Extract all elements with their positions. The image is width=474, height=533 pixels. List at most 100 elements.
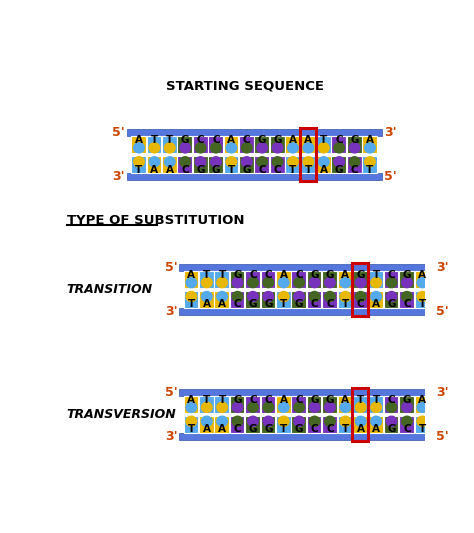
Text: A: A xyxy=(187,270,195,280)
Ellipse shape xyxy=(179,156,191,167)
Text: A: A xyxy=(280,270,288,280)
Bar xyxy=(245,291,260,308)
Bar xyxy=(368,416,383,433)
Bar xyxy=(270,156,284,173)
Text: G: G xyxy=(233,270,242,280)
Bar xyxy=(214,271,229,288)
Text: T: T xyxy=(166,135,173,145)
Ellipse shape xyxy=(278,416,290,427)
Ellipse shape xyxy=(225,142,237,154)
Bar xyxy=(331,156,346,173)
Bar xyxy=(179,308,435,315)
Text: G: G xyxy=(350,135,359,145)
Text: G: G xyxy=(249,300,257,309)
Text: A: A xyxy=(304,135,312,145)
Bar xyxy=(270,136,284,154)
Ellipse shape xyxy=(201,291,213,302)
Text: A: A xyxy=(341,270,349,280)
Text: C: C xyxy=(249,270,257,280)
Text: A: A xyxy=(372,300,380,309)
Text: STARTING SEQUENCE: STARTING SEQUENCE xyxy=(166,79,324,92)
Ellipse shape xyxy=(339,291,351,302)
Text: C: C xyxy=(388,394,395,405)
Ellipse shape xyxy=(194,156,207,167)
Bar xyxy=(307,271,321,288)
Bar xyxy=(183,271,198,288)
Text: A: A xyxy=(187,394,195,405)
Bar xyxy=(224,136,238,154)
Ellipse shape xyxy=(241,142,253,154)
Ellipse shape xyxy=(185,291,197,302)
Text: TRANSVERSION: TRANSVERSION xyxy=(66,408,176,421)
Ellipse shape xyxy=(309,401,320,413)
Bar xyxy=(285,136,300,154)
Ellipse shape xyxy=(401,291,413,302)
Bar xyxy=(131,136,146,154)
Text: G: G xyxy=(310,394,319,405)
Text: T: T xyxy=(320,135,328,145)
Text: C: C xyxy=(403,300,411,309)
Bar xyxy=(183,416,198,433)
Text: A: A xyxy=(228,135,236,145)
Bar xyxy=(162,136,177,154)
Text: G: G xyxy=(264,300,273,309)
Bar xyxy=(214,396,229,413)
Text: C: C xyxy=(326,300,334,309)
Text: G: G xyxy=(196,165,205,175)
Ellipse shape xyxy=(272,156,283,167)
Ellipse shape xyxy=(293,291,305,302)
Bar xyxy=(316,136,331,154)
Ellipse shape xyxy=(293,277,305,288)
Ellipse shape xyxy=(385,291,398,302)
Text: T: T xyxy=(357,394,365,405)
Ellipse shape xyxy=(247,291,259,302)
Ellipse shape xyxy=(339,401,351,413)
Text: C: C xyxy=(234,424,241,434)
Text: A: A xyxy=(372,424,380,434)
Text: C: C xyxy=(357,300,365,309)
Text: 3': 3' xyxy=(436,386,449,399)
Bar xyxy=(199,291,214,308)
Text: A: A xyxy=(419,270,426,280)
Text: T: T xyxy=(305,165,312,175)
Ellipse shape xyxy=(201,416,213,427)
Bar xyxy=(415,291,429,308)
Text: C: C xyxy=(264,394,272,405)
Text: 3': 3' xyxy=(165,305,177,318)
Ellipse shape xyxy=(416,416,428,427)
Text: G: G xyxy=(310,270,319,280)
Bar xyxy=(399,291,414,308)
Bar xyxy=(292,396,306,413)
Ellipse shape xyxy=(216,291,228,302)
Bar xyxy=(337,416,352,433)
Text: G: G xyxy=(387,424,396,434)
Text: C: C xyxy=(403,424,411,434)
Bar xyxy=(131,156,146,173)
Text: G: G xyxy=(326,394,334,405)
Bar xyxy=(276,396,291,413)
Bar xyxy=(193,156,208,173)
Ellipse shape xyxy=(401,277,413,288)
Bar xyxy=(353,291,368,308)
Bar xyxy=(177,156,192,173)
Ellipse shape xyxy=(370,401,382,413)
Text: T: T xyxy=(203,394,210,405)
Ellipse shape xyxy=(416,401,428,413)
Ellipse shape xyxy=(385,277,398,288)
Bar xyxy=(208,156,223,173)
Text: T: T xyxy=(419,424,426,434)
Text: TYPE OF SUBSTITUTION: TYPE OF SUBSTITUTION xyxy=(66,214,244,227)
Ellipse shape xyxy=(293,401,305,413)
Ellipse shape xyxy=(339,416,351,427)
Ellipse shape xyxy=(231,277,244,288)
Ellipse shape xyxy=(364,156,376,167)
Bar xyxy=(322,271,337,288)
Ellipse shape xyxy=(324,416,336,427)
Bar xyxy=(399,416,414,433)
Ellipse shape xyxy=(333,142,345,154)
Bar xyxy=(292,291,306,308)
Text: C: C xyxy=(243,135,251,145)
Ellipse shape xyxy=(185,401,197,413)
Bar xyxy=(301,136,315,154)
Ellipse shape xyxy=(355,401,367,413)
